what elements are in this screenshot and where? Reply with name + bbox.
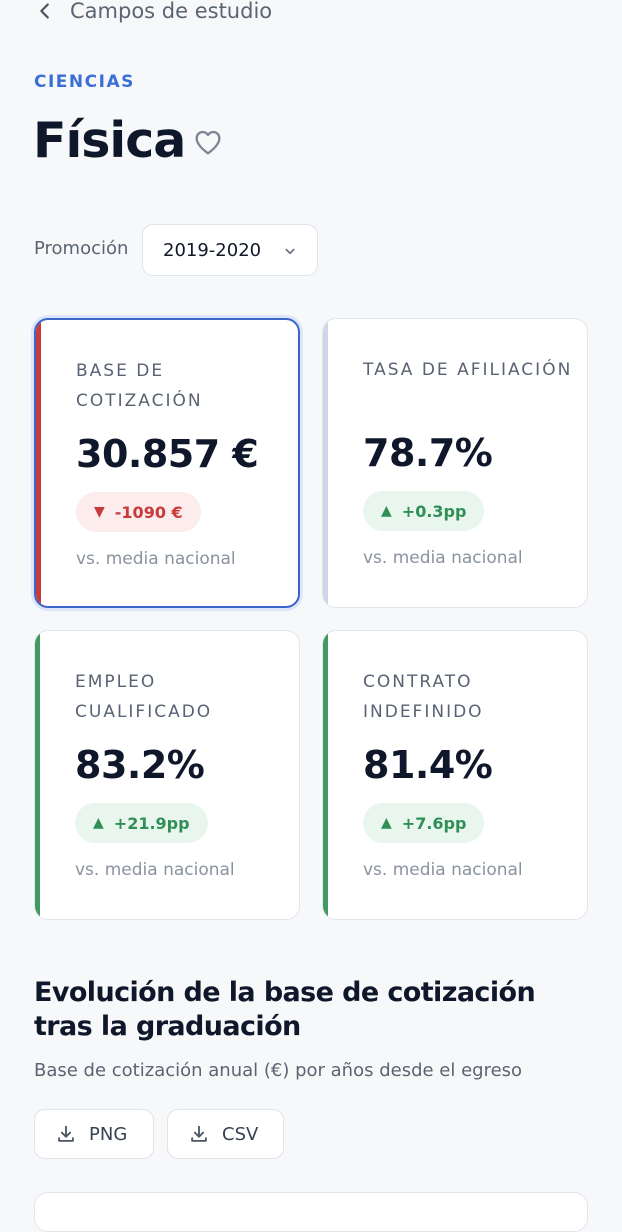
- back-link[interactable]: Campos de estudio: [34, 0, 272, 28]
- kpi-delta-badge: ▼ -1090 €: [76, 492, 201, 532]
- download-icon: [191, 1125, 207, 1142]
- kpi-card-tasa-afiliacion[interactable]: TASA DE AFILIACIÓN 78.7% ▲ +0.3pp vs. me…: [322, 318, 588, 608]
- promotion-select-value: 2019-2020: [163, 239, 262, 261]
- kpi-comparison: vs. media nacional: [363, 548, 523, 568]
- download-png-button[interactable]: PNG: [34, 1109, 154, 1159]
- kpi-label: EMPLEO CUALIFICADO: [75, 672, 213, 722]
- kpi-value: 78.7%: [363, 431, 493, 475]
- kpi-comparison: vs. media nacional: [363, 860, 523, 880]
- kpi-card-base-cotizacion[interactable]: BASE DE COTIZACIÓN 30.857 € ▼ -1090 € vs…: [34, 318, 300, 608]
- kpi-comparison: vs. media nacional: [76, 549, 236, 569]
- kpi-card-empleo-cualificado[interactable]: EMPLEO CUALIFICADO 83.2% ▲ +21.9pp vs. m…: [34, 630, 300, 920]
- kpi-delta-badge: ▲ +0.3pp: [363, 491, 485, 531]
- kpi-delta-value: +0.3pp: [401, 501, 467, 521]
- promotion-label: Promoción: [34, 238, 129, 259]
- chevron-left-icon: [40, 3, 49, 19]
- kpi-status-bar: [323, 319, 328, 607]
- kpi-value: 81.4%: [363, 743, 493, 787]
- kpi-delta-value: -1090 €: [114, 502, 183, 522]
- kpi-status-bar: [36, 320, 41, 606]
- kpi-label: BASE DE COTIZACIÓN: [76, 361, 203, 411]
- kpi-status-bar: [35, 631, 40, 919]
- kpi-value: 83.2%: [75, 743, 205, 787]
- kpi-status-bar: [323, 631, 328, 919]
- chevron-down-icon: [285, 248, 295, 255]
- kpi-delta-badge: ▲ +21.9pp: [75, 803, 208, 843]
- back-link-label: Campos de estudio: [70, 0, 273, 23]
- kpi-delta-arrow-icon: ▲: [93, 815, 104, 831]
- chart-section-title: Evolución de la base de cotización tras …: [34, 977, 536, 1042]
- kpi-value: 30.857 €: [76, 432, 259, 476]
- download-csv-button[interactable]: CSV: [167, 1109, 284, 1159]
- chart-container: [34, 1192, 588, 1232]
- kpi-label: TASA DE AFILIACIÓN: [363, 360, 573, 380]
- chart-section-subtitle: Base de cotización anual (€) por años de…: [34, 1060, 523, 1081]
- kpi-card-contrato-indefinido[interactable]: CONTRATO INDEFINIDO 81.4% ▲ +7.6pp vs. m…: [322, 630, 588, 920]
- kpi-comparison: vs. media nacional: [75, 860, 235, 880]
- download-icon: [58, 1125, 74, 1142]
- page-title: Física: [33, 112, 186, 169]
- kpi-delta-arrow-icon: ▼: [94, 504, 105, 520]
- heart-icon: [195, 130, 221, 155]
- promotion-select[interactable]: 2019-2020: [142, 224, 318, 276]
- download-csv-label: CSV: [222, 1123, 259, 1145]
- kpi-delta-arrow-icon: ▲: [381, 503, 392, 519]
- category-label: CIENCIAS: [34, 72, 135, 92]
- kpi-delta-value: +21.9pp: [113, 813, 190, 833]
- download-png-label: PNG: [89, 1123, 128, 1145]
- kpi-delta-badge: ▲ +7.6pp: [363, 803, 485, 843]
- kpi-delta-value: +7.6pp: [401, 813, 467, 833]
- favorite-button[interactable]: [192, 126, 224, 158]
- kpi-label: CONTRATO INDEFINIDO: [363, 672, 484, 722]
- kpi-delta-arrow-icon: ▲: [381, 815, 392, 831]
